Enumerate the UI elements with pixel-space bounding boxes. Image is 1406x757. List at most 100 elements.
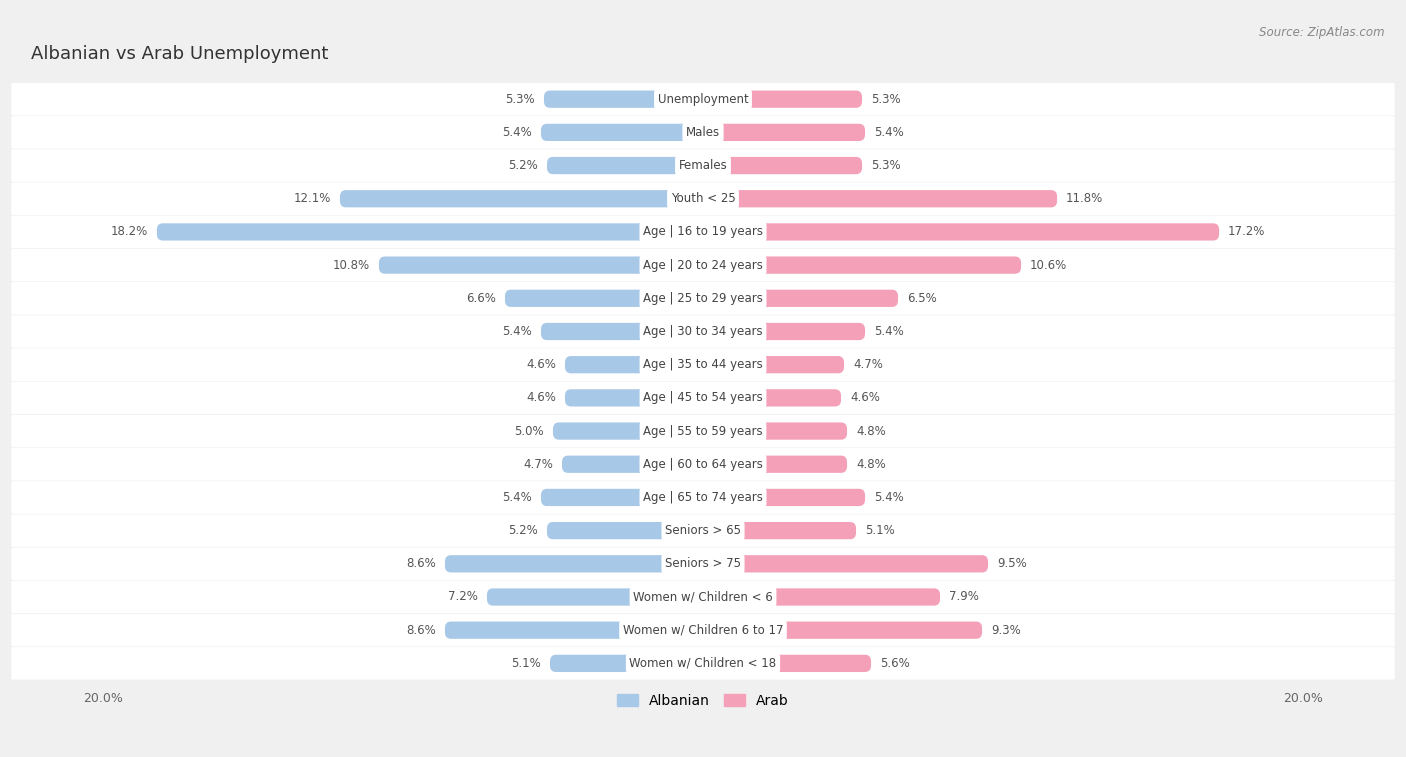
- FancyBboxPatch shape: [703, 655, 872, 672]
- FancyBboxPatch shape: [703, 489, 865, 506]
- Text: 7.9%: 7.9%: [949, 590, 979, 603]
- Text: 5.2%: 5.2%: [508, 159, 538, 172]
- FancyBboxPatch shape: [11, 647, 1395, 680]
- Text: 7.2%: 7.2%: [449, 590, 478, 603]
- FancyBboxPatch shape: [547, 522, 703, 539]
- FancyBboxPatch shape: [11, 382, 1395, 414]
- Legend: Albanian, Arab: Albanian, Arab: [612, 688, 794, 713]
- Text: 18.2%: 18.2%: [111, 226, 148, 238]
- FancyBboxPatch shape: [378, 257, 703, 274]
- Text: 4.7%: 4.7%: [523, 458, 553, 471]
- FancyBboxPatch shape: [541, 489, 703, 506]
- FancyBboxPatch shape: [444, 621, 703, 639]
- Text: 4.7%: 4.7%: [853, 358, 883, 371]
- Text: 8.6%: 8.6%: [406, 624, 436, 637]
- Text: Age | 16 to 19 years: Age | 16 to 19 years: [643, 226, 763, 238]
- FancyBboxPatch shape: [703, 522, 856, 539]
- Text: Age | 35 to 44 years: Age | 35 to 44 years: [643, 358, 763, 371]
- FancyBboxPatch shape: [444, 555, 703, 572]
- Text: 12.1%: 12.1%: [294, 192, 330, 205]
- Text: 5.3%: 5.3%: [872, 92, 901, 106]
- Text: Seniors > 75: Seniors > 75: [665, 557, 741, 570]
- Text: Women w/ Children 6 to 17: Women w/ Children 6 to 17: [623, 624, 783, 637]
- Text: Age | 60 to 64 years: Age | 60 to 64 years: [643, 458, 763, 471]
- FancyBboxPatch shape: [11, 116, 1395, 148]
- Text: 9.5%: 9.5%: [997, 557, 1026, 570]
- FancyBboxPatch shape: [11, 581, 1395, 613]
- FancyBboxPatch shape: [11, 249, 1395, 282]
- Text: 10.6%: 10.6%: [1031, 259, 1067, 272]
- FancyBboxPatch shape: [703, 323, 865, 340]
- Text: 5.4%: 5.4%: [502, 126, 531, 139]
- FancyBboxPatch shape: [11, 149, 1395, 182]
- FancyBboxPatch shape: [11, 415, 1395, 447]
- FancyBboxPatch shape: [703, 290, 898, 307]
- Text: Source: ZipAtlas.com: Source: ZipAtlas.com: [1260, 26, 1385, 39]
- FancyBboxPatch shape: [703, 422, 846, 440]
- Text: 5.4%: 5.4%: [875, 491, 904, 504]
- FancyBboxPatch shape: [11, 315, 1395, 347]
- FancyBboxPatch shape: [703, 588, 941, 606]
- Text: 5.1%: 5.1%: [512, 657, 541, 670]
- Text: Age | 25 to 29 years: Age | 25 to 29 years: [643, 291, 763, 305]
- FancyBboxPatch shape: [11, 182, 1395, 215]
- FancyBboxPatch shape: [703, 389, 841, 407]
- Text: 5.4%: 5.4%: [875, 325, 904, 338]
- FancyBboxPatch shape: [11, 282, 1395, 315]
- FancyBboxPatch shape: [703, 223, 1219, 241]
- FancyBboxPatch shape: [703, 257, 1021, 274]
- Text: 4.6%: 4.6%: [851, 391, 880, 404]
- FancyBboxPatch shape: [541, 123, 703, 141]
- Text: 5.4%: 5.4%: [875, 126, 904, 139]
- Text: Women w/ Children < 6: Women w/ Children < 6: [633, 590, 773, 603]
- Text: 9.3%: 9.3%: [991, 624, 1021, 637]
- FancyBboxPatch shape: [703, 157, 862, 174]
- FancyBboxPatch shape: [703, 456, 846, 473]
- Text: Females: Females: [679, 159, 727, 172]
- Text: 5.1%: 5.1%: [865, 524, 894, 537]
- Text: Age | 45 to 54 years: Age | 45 to 54 years: [643, 391, 763, 404]
- FancyBboxPatch shape: [703, 555, 988, 572]
- FancyBboxPatch shape: [340, 190, 703, 207]
- FancyBboxPatch shape: [11, 514, 1395, 547]
- FancyBboxPatch shape: [703, 190, 1057, 207]
- Text: 4.6%: 4.6%: [526, 391, 555, 404]
- Text: Males: Males: [686, 126, 720, 139]
- FancyBboxPatch shape: [11, 216, 1395, 248]
- Text: 5.0%: 5.0%: [515, 425, 544, 438]
- FancyBboxPatch shape: [553, 422, 703, 440]
- Text: Age | 65 to 74 years: Age | 65 to 74 years: [643, 491, 763, 504]
- FancyBboxPatch shape: [562, 456, 703, 473]
- Text: Age | 20 to 24 years: Age | 20 to 24 years: [643, 259, 763, 272]
- Text: 5.4%: 5.4%: [502, 325, 531, 338]
- FancyBboxPatch shape: [565, 356, 703, 373]
- FancyBboxPatch shape: [11, 448, 1395, 481]
- Text: Seniors > 65: Seniors > 65: [665, 524, 741, 537]
- FancyBboxPatch shape: [544, 91, 703, 107]
- FancyBboxPatch shape: [703, 123, 865, 141]
- Text: 8.6%: 8.6%: [406, 557, 436, 570]
- Text: 17.2%: 17.2%: [1229, 226, 1265, 238]
- FancyBboxPatch shape: [11, 83, 1395, 115]
- FancyBboxPatch shape: [11, 348, 1395, 381]
- FancyBboxPatch shape: [11, 614, 1395, 646]
- Text: 5.6%: 5.6%: [880, 657, 910, 670]
- Text: 5.2%: 5.2%: [508, 524, 538, 537]
- FancyBboxPatch shape: [703, 621, 981, 639]
- FancyBboxPatch shape: [550, 655, 703, 672]
- Text: 4.8%: 4.8%: [856, 425, 886, 438]
- Text: Age | 55 to 59 years: Age | 55 to 59 years: [643, 425, 763, 438]
- Text: 6.6%: 6.6%: [465, 291, 496, 305]
- FancyBboxPatch shape: [541, 323, 703, 340]
- Text: 5.3%: 5.3%: [872, 159, 901, 172]
- Text: Youth < 25: Youth < 25: [671, 192, 735, 205]
- Text: 11.8%: 11.8%: [1066, 192, 1104, 205]
- Text: Age | 30 to 34 years: Age | 30 to 34 years: [643, 325, 763, 338]
- Text: Albanian vs Arab Unemployment: Albanian vs Arab Unemployment: [31, 45, 328, 64]
- FancyBboxPatch shape: [11, 481, 1395, 514]
- Text: Unemployment: Unemployment: [658, 92, 748, 106]
- Text: Women w/ Children < 18: Women w/ Children < 18: [630, 657, 776, 670]
- Text: 5.4%: 5.4%: [502, 491, 531, 504]
- Text: 10.8%: 10.8%: [333, 259, 370, 272]
- FancyBboxPatch shape: [11, 547, 1395, 580]
